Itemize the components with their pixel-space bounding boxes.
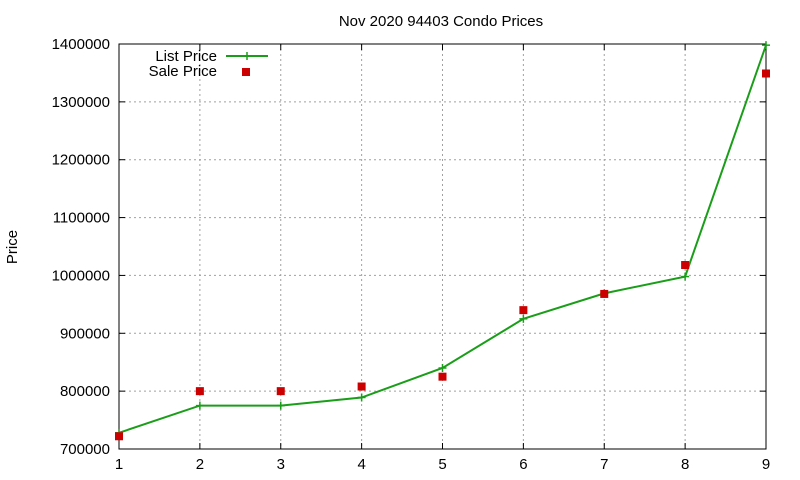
- list-price-point: [195, 401, 204, 410]
- sale-price-point: [519, 306, 528, 315]
- sale-price-point: [762, 69, 770, 78]
- x-tick-label: 9: [762, 456, 770, 473]
- x-tick-label: 5: [438, 456, 446, 473]
- y-tick-label: 900000: [60, 325, 110, 342]
- y-tick-label: 1400000: [52, 36, 110, 53]
- sale-price-point: [115, 432, 123, 441]
- series: [115, 41, 770, 441]
- x-tick-label: 3: [277, 456, 285, 473]
- sale-price-point: [681, 261, 690, 270]
- sale-price-point: [600, 289, 609, 298]
- legend-label-sale-price: Sale Price: [149, 63, 217, 80]
- legend-marker-sale-price: [242, 68, 250, 76]
- y-tick-label: 700000: [60, 441, 110, 458]
- x-tick-label: 1: [115, 456, 123, 473]
- legend-label-list-price: List Price: [155, 48, 217, 65]
- legend: List Price Sale Price: [149, 48, 268, 80]
- sale-price-point: [195, 387, 204, 396]
- sale-price-point: [357, 382, 366, 391]
- list-price-point: [438, 364, 447, 372]
- x-tick-label: 8: [681, 456, 689, 473]
- x-tick-label: 6: [519, 456, 527, 473]
- x-tick-label: 2: [196, 456, 204, 473]
- y-axis-label: Price: [4, 230, 21, 264]
- y-tick-label: 800000: [60, 383, 110, 400]
- list-price-point: [519, 314, 528, 323]
- y-tick-label: 1100000: [53, 210, 110, 227]
- list-price-point: [762, 41, 770, 50]
- chart-title: Nov 2020 94403 Condo Prices: [339, 13, 543, 30]
- list-price-point: [357, 393, 366, 402]
- list-price-point: [276, 401, 285, 410]
- y-tick-label: 1000000: [52, 267, 110, 284]
- y-tick-label: 1200000: [52, 152, 110, 169]
- sale-price-point: [276, 387, 285, 396]
- axis-ticks: 1 2 3 4 5 6 7 8 9 700000 800000 900000 1000000 110000…: [52, 36, 771, 473]
- x-tick-label: 7: [600, 456, 608, 473]
- grid: [119, 44, 766, 449]
- x-tick-label: 4: [357, 456, 365, 473]
- list-price-point: [681, 272, 690, 281]
- sale-price-point: [438, 372, 447, 381]
- y-tick-label: 1300000: [52, 94, 110, 111]
